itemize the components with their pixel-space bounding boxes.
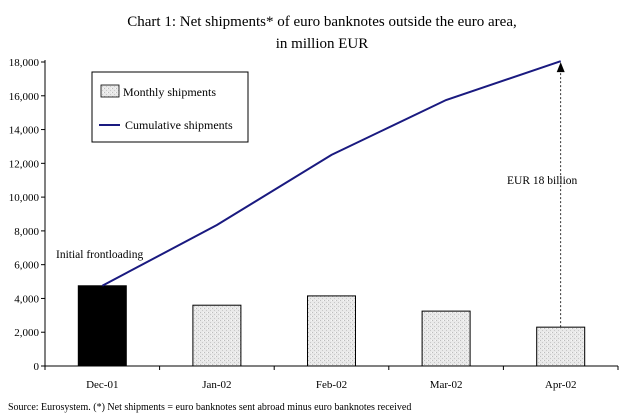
x-tick-label: Jan-02 [202, 379, 231, 391]
x-tick-label: Apr-02 [545, 379, 577, 391]
y-tick-label: 14,000 [9, 125, 40, 137]
source-note: Source: Eurosystem. (*) Net shipments = … [8, 402, 411, 413]
chart-title-line2: in million EUR [276, 36, 369, 52]
legend-label-cumulative: Cumulative shipments [125, 118, 233, 132]
bar [536, 326, 586, 367]
bar [421, 310, 471, 367]
bar [77, 285, 127, 367]
y-tick-label: 0 [34, 361, 40, 373]
total-arrow-head [556, 62, 565, 73]
y-tick-label: 16,000 [9, 91, 40, 103]
y-tick-label: 4,000 [14, 293, 39, 305]
y-tick-label: 2,000 [14, 327, 39, 339]
x-tick-label: Mar-02 [430, 379, 463, 391]
annotation-initial-frontloading: Initial frontloading [56, 249, 143, 261]
chart-title-line1: Chart 1: Net shipments* of euro banknote… [127, 14, 516, 30]
y-tick-label: 6,000 [14, 260, 39, 272]
legend: Monthly shipments Cumulative shipments [91, 71, 249, 143]
legend-swatch-monthly [100, 84, 120, 98]
y-tick-label: 18,000 [9, 57, 40, 69]
bar [307, 295, 356, 367]
y-tick-label: 10,000 [9, 192, 40, 204]
legend-label-monthly: Monthly shipments [123, 85, 216, 99]
x-tick-label: Feb-02 [316, 379, 347, 391]
legend-box [91, 71, 249, 143]
annotation-eur-18-billion: EUR 18 billion [507, 175, 578, 187]
plot-area: 0 2,000 4,000 6,000 8,000 10,000 12,000 14,000 1… [9, 57, 619, 391]
y-tick-label: 12,000 [9, 158, 40, 170]
y-tick-label: 8,000 [14, 226, 39, 238]
bar [192, 304, 242, 367]
cumulative-line [101, 60, 562, 287]
x-tick-label: Dec-01 [86, 379, 118, 391]
